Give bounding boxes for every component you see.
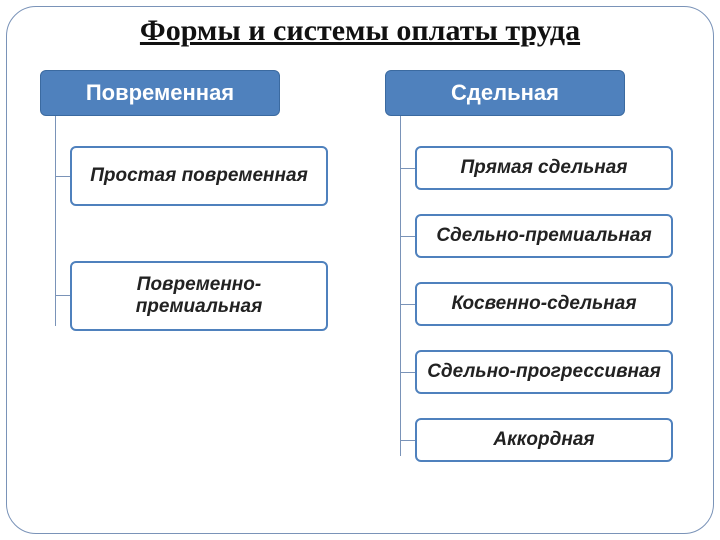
right-item-label: Косвенно-сдельная [451, 293, 636, 315]
column-right: Сдельная Прямая сдельная Сдельно-премиал… [385, 70, 700, 530]
connector-line [400, 304, 415, 305]
connector-line [400, 440, 415, 441]
left-item-label: Простая повременная [90, 165, 308, 187]
page-title: Формы и системы оплаты труда [0, 14, 720, 48]
right-item-label: Сдельно-прогрессивная [427, 361, 661, 383]
right-item: Прямая сдельная [415, 146, 673, 190]
left-children: Простая повременная Повременно-премиальн… [70, 146, 355, 331]
left-header-label: Повременная [86, 80, 234, 106]
diagram: Повременная Простая повременная Повремен… [40, 70, 700, 530]
right-item: Косвенно-сдельная [415, 282, 673, 326]
right-item: Аккордная [415, 418, 673, 462]
right-children: Прямая сдельная Сдельно-премиальная Косв… [415, 146, 700, 462]
right-item: Сдельно-премиальная [415, 214, 673, 258]
right-item-label: Аккордная [493, 429, 594, 451]
right-header-label: Сдельная [451, 80, 559, 106]
connector-line [400, 116, 401, 456]
right-item-label: Прямая сдельная [461, 157, 628, 179]
column-left: Повременная Простая повременная Повремен… [40, 70, 355, 530]
connector-line [55, 176, 70, 177]
right-header: Сдельная [385, 70, 625, 116]
right-item-label: Сдельно-премиальная [436, 225, 651, 247]
right-item: Сдельно-прогрессивная [415, 350, 673, 394]
connector-line [55, 295, 70, 296]
connector-line [400, 236, 415, 237]
connector-line [400, 168, 415, 169]
left-header: Повременная [40, 70, 280, 116]
left-item: Простая повременная [70, 146, 328, 206]
connector-line [400, 372, 415, 373]
left-item: Повременно-премиальная [70, 261, 328, 331]
left-item-label: Повременно-премиальная [82, 274, 316, 318]
